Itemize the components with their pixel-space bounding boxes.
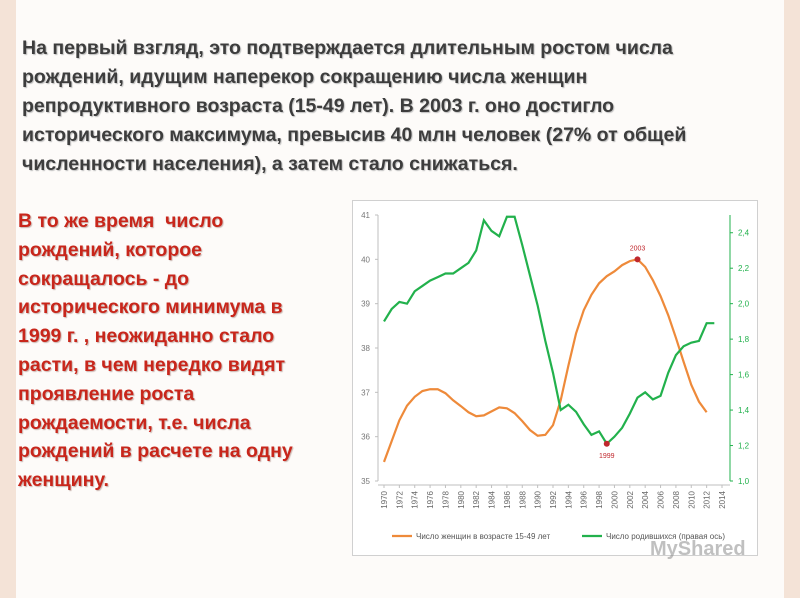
x-tick-label: 1986 xyxy=(503,490,512,508)
y-tick-label: 38 xyxy=(361,344,370,353)
y2-tick-label: 1,2 xyxy=(738,442,750,451)
y2-tick-label: 1,4 xyxy=(738,406,750,415)
highlight-point xyxy=(634,256,641,263)
x-tick-label: 1998 xyxy=(595,490,604,508)
y-tick-label: 37 xyxy=(361,388,370,397)
heading: На первый взгляд, это подтверждается дли… xyxy=(22,34,762,179)
x-tick-label: 2006 xyxy=(657,490,666,508)
x-tick-label: 1994 xyxy=(564,490,573,508)
text-line: численности населения), а затем стало сн… xyxy=(22,153,518,175)
side-strip xyxy=(784,0,800,598)
y-tick-label: 36 xyxy=(361,433,370,442)
y2-tick-label: 2,2 xyxy=(738,264,750,273)
x-tick-label: 2014 xyxy=(718,490,727,508)
y2-tick-label: 2,0 xyxy=(738,300,750,309)
side-strip xyxy=(0,0,16,598)
watermark: MyShared xyxy=(650,538,746,560)
annotation: 1999 xyxy=(599,453,615,460)
chart: 35 36 37 38 39 40 41 1,0 1,2 1,4 1,6 1,8 2,0 2,2 2,4 19… xyxy=(352,200,758,556)
y-tick-label: 40 xyxy=(361,255,370,264)
legend-label: Число родившихся (правая ось) xyxy=(606,532,725,541)
text-line: На первый взгляд, это подтверждается дли… xyxy=(22,37,673,59)
y2-tick-label: 1,8 xyxy=(738,335,750,344)
x-tick-label: 1970 xyxy=(380,490,389,508)
text-line: репродуктивного возраста (15-49 лет). В … xyxy=(22,95,615,117)
text-line: проявление роста xyxy=(18,382,195,405)
highlight-point xyxy=(603,440,610,447)
text-line: сокращалось - до xyxy=(18,267,190,290)
series-line xyxy=(382,258,708,463)
series-line xyxy=(383,215,715,446)
x-tick-label: 1976 xyxy=(426,490,435,508)
y2-tick-label: 1,0 xyxy=(738,477,750,486)
text-line: исторического максимума, превысив 40 млн… xyxy=(22,124,687,146)
x-tick-label: 1974 xyxy=(411,490,420,508)
x-tick-label: 2002 xyxy=(626,490,635,508)
y2-tick-label: 2,4 xyxy=(738,229,750,238)
y2-tick-label: 1,6 xyxy=(738,371,750,380)
y-tick-label: 39 xyxy=(361,300,370,309)
text-line: рождений в расчете на одну xyxy=(18,440,293,463)
x-tick-label: 1992 xyxy=(549,490,558,508)
x-tick-label: 1988 xyxy=(518,490,527,508)
x-tick-label: 1980 xyxy=(457,490,466,508)
side-text: В то же время число рождений, которое сокр… xyxy=(18,207,343,495)
annotation: 2003 xyxy=(630,245,646,252)
text-line: 1999 г. , неожиданно стало xyxy=(18,325,275,348)
text-line: исторического минимума в xyxy=(18,296,283,319)
x-tick-label: 1972 xyxy=(395,490,404,508)
x-tick-label: 1996 xyxy=(580,490,589,508)
x-tick-label: 1984 xyxy=(488,490,497,508)
y-tick-label: 35 xyxy=(361,477,370,486)
x-tick-label: 2004 xyxy=(641,490,650,508)
legend-label: Число женщин в возрасте 15-49 лет xyxy=(416,532,550,541)
y-tick-label: 41 xyxy=(361,211,370,220)
x-tick-label: 2000 xyxy=(610,490,619,508)
text-line: расти, в чем нередко видят xyxy=(18,353,286,376)
x-tick-label: 2012 xyxy=(703,490,712,508)
x-tick-label: 1982 xyxy=(472,490,481,508)
x-tick-label: 2010 xyxy=(687,490,696,508)
text-line: рождений, которое xyxy=(18,238,203,261)
text-line: женщину. xyxy=(18,469,109,492)
text-line: рождаемости, т.е. числа xyxy=(18,411,251,434)
text-line: рождений, идущим наперекор сокращению чи… xyxy=(22,66,588,88)
x-tick-label: 1990 xyxy=(534,490,543,508)
text-line: В то же время число xyxy=(18,210,224,232)
x-tick-label: 2008 xyxy=(672,490,681,508)
x-tick-label: 1978 xyxy=(441,490,450,508)
